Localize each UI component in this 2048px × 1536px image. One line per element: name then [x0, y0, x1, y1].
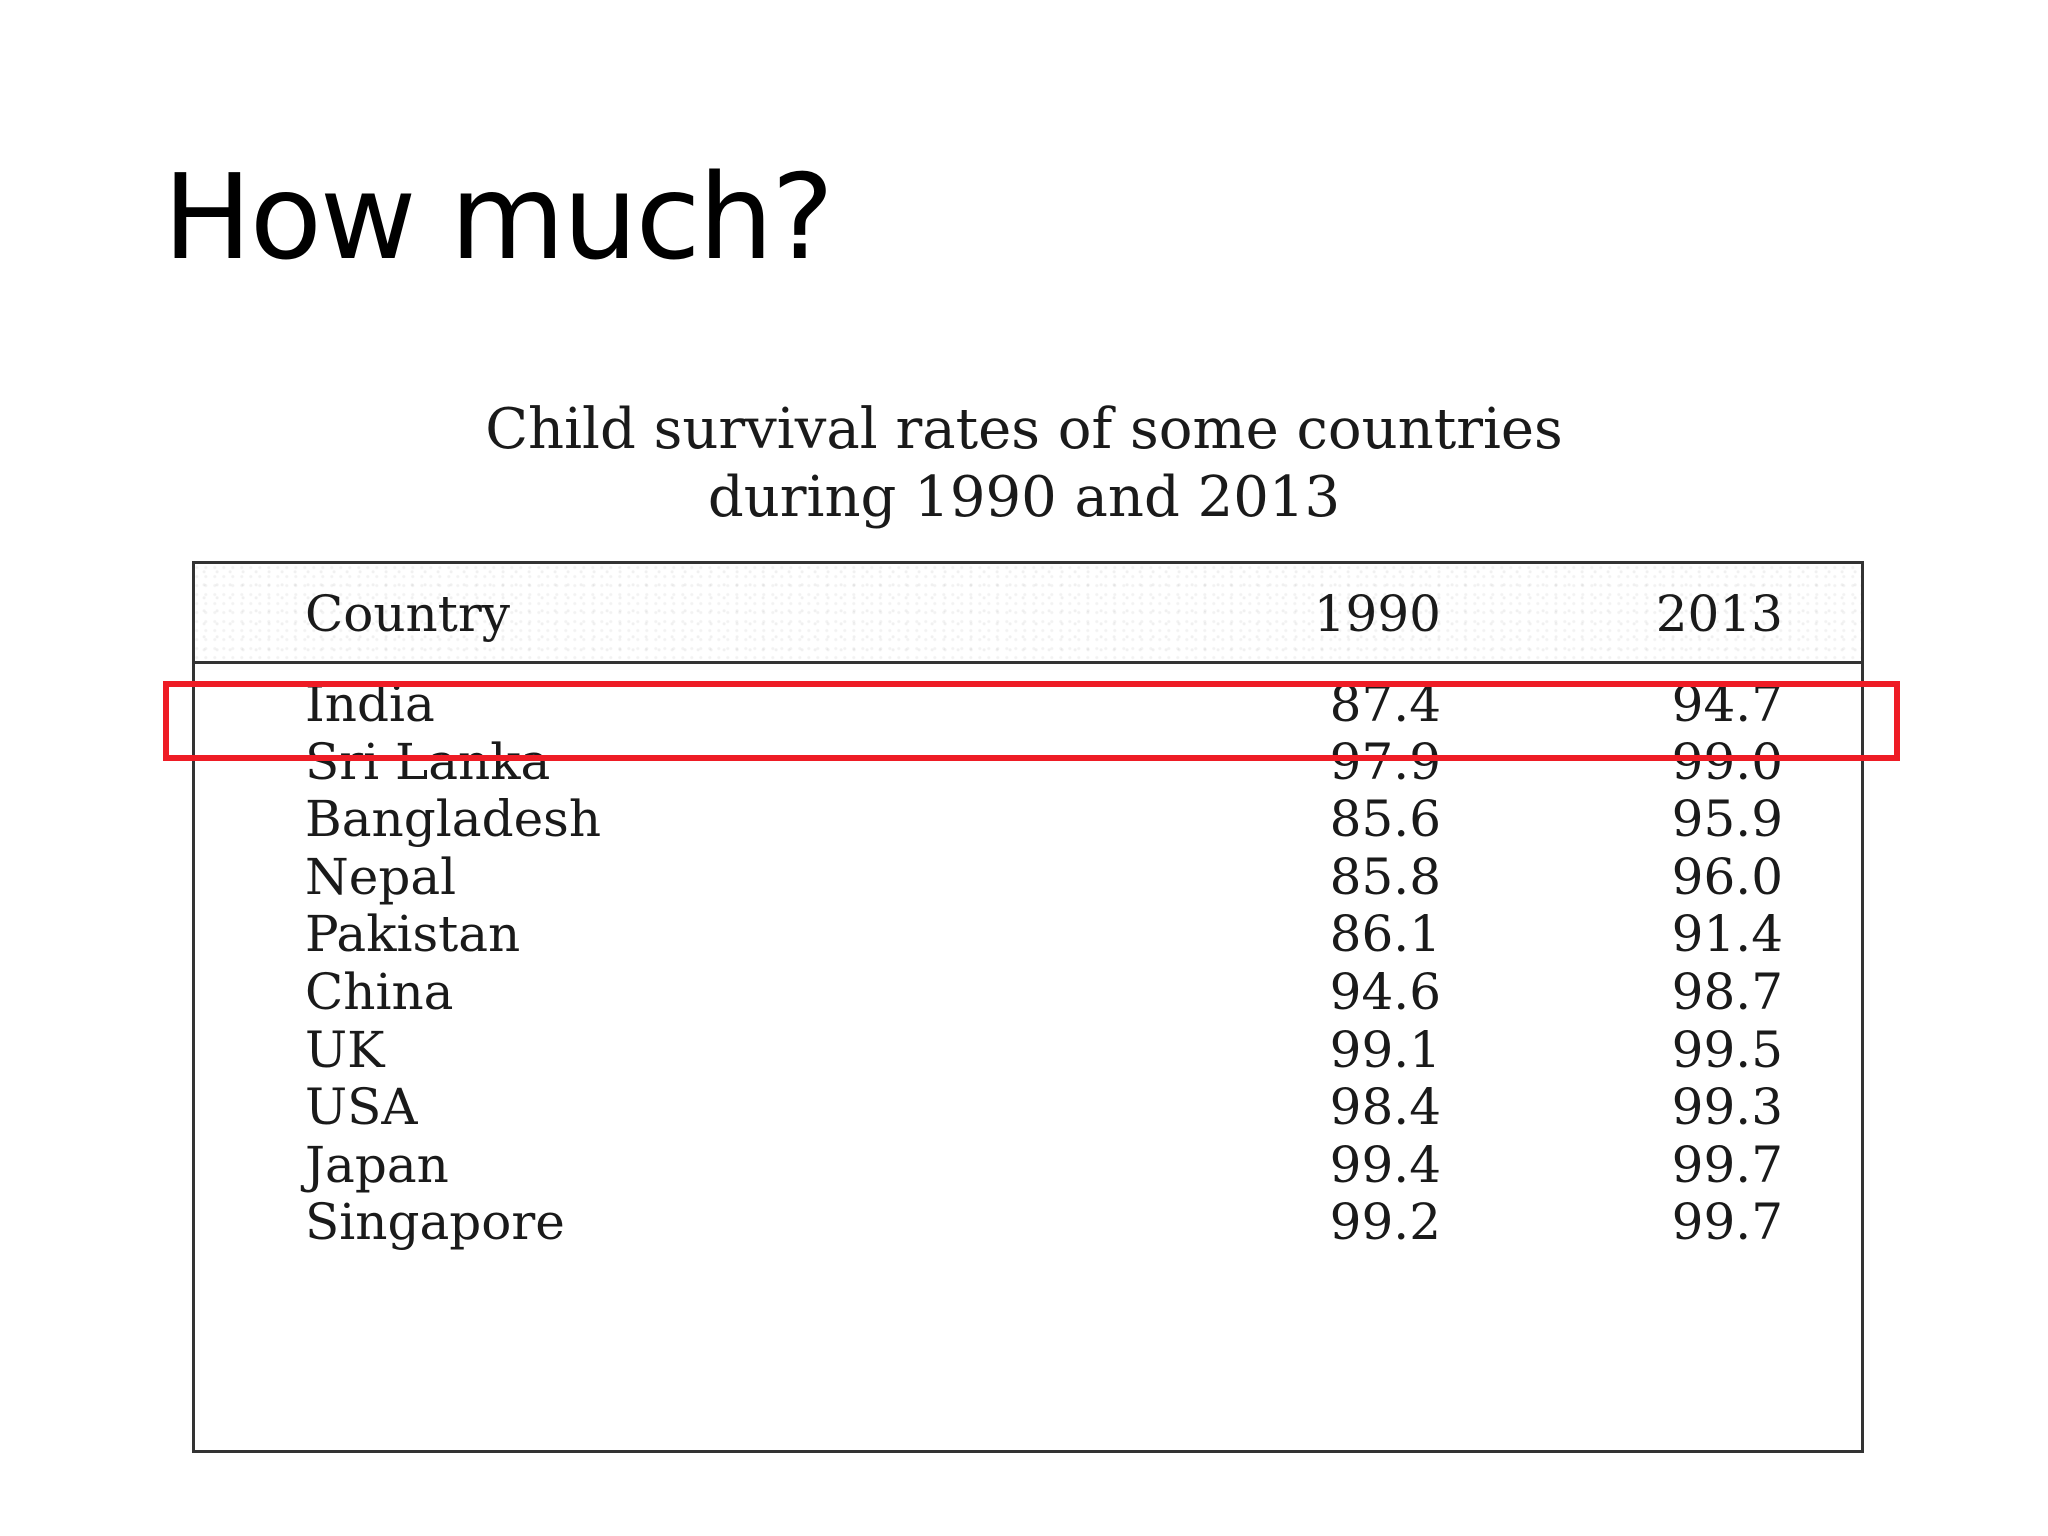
cell-country: UK — [305, 1020, 385, 1079]
table-header-row: Country 1990 2013 — [195, 564, 1861, 664]
table-caption: Child survival rates of some countries d… — [400, 396, 1648, 532]
cell-country: Singapore — [305, 1193, 565, 1252]
cell-1990: 97.9 — [1329, 732, 1441, 791]
cell-2013: 99.7 — [1671, 1135, 1783, 1194]
cell-1990: 85.8 — [1329, 847, 1441, 906]
slide-title: How much? — [163, 148, 834, 286]
cell-2013: 91.4 — [1671, 905, 1783, 964]
cell-country: China — [305, 963, 454, 1021]
cell-2013: 95.9 — [1671, 790, 1783, 849]
cell-country: Sri Lanka — [305, 732, 551, 791]
cell-2013: 98.7 — [1671, 963, 1783, 1021]
table-caption-line-2: during 1990 and 2013 — [707, 465, 1341, 530]
cell-country: Japan — [305, 1135, 449, 1194]
table-caption-line-1: Child survival rates of some countries — [485, 397, 1563, 462]
cell-1990: 94.6 — [1329, 963, 1441, 1021]
cell-1990: 86.1 — [1329, 905, 1441, 964]
column-header-2013: 2013 — [1655, 585, 1783, 643]
column-header-country: Country — [305, 585, 511, 643]
data-table: Country 1990 2013 India 87.4 94.7 Sri Lanka… — [192, 561, 1864, 1453]
cell-country: Nepal — [305, 847, 457, 906]
cell-1990: 98.4 — [1329, 1078, 1441, 1137]
cell-1990: 99.2 — [1329, 1193, 1441, 1252]
column-header-1990: 1990 — [1313, 585, 1441, 643]
cell-1990: 85.6 — [1329, 790, 1441, 849]
cell-2013: 96.0 — [1671, 847, 1783, 906]
highlight-box-india — [163, 681, 1900, 761]
cell-country: Pakistan — [305, 905, 521, 964]
cell-country: USA — [305, 1078, 418, 1137]
cell-2013: 99.3 — [1671, 1078, 1783, 1137]
cell-2013: 99.0 — [1671, 732, 1783, 791]
cell-1990: 99.4 — [1329, 1135, 1441, 1194]
cell-1990: 99.1 — [1329, 1020, 1441, 1079]
cell-2013: 99.5 — [1671, 1020, 1783, 1079]
cell-country: Bangladesh — [305, 790, 602, 849]
cell-2013: 99.7 — [1671, 1193, 1783, 1252]
